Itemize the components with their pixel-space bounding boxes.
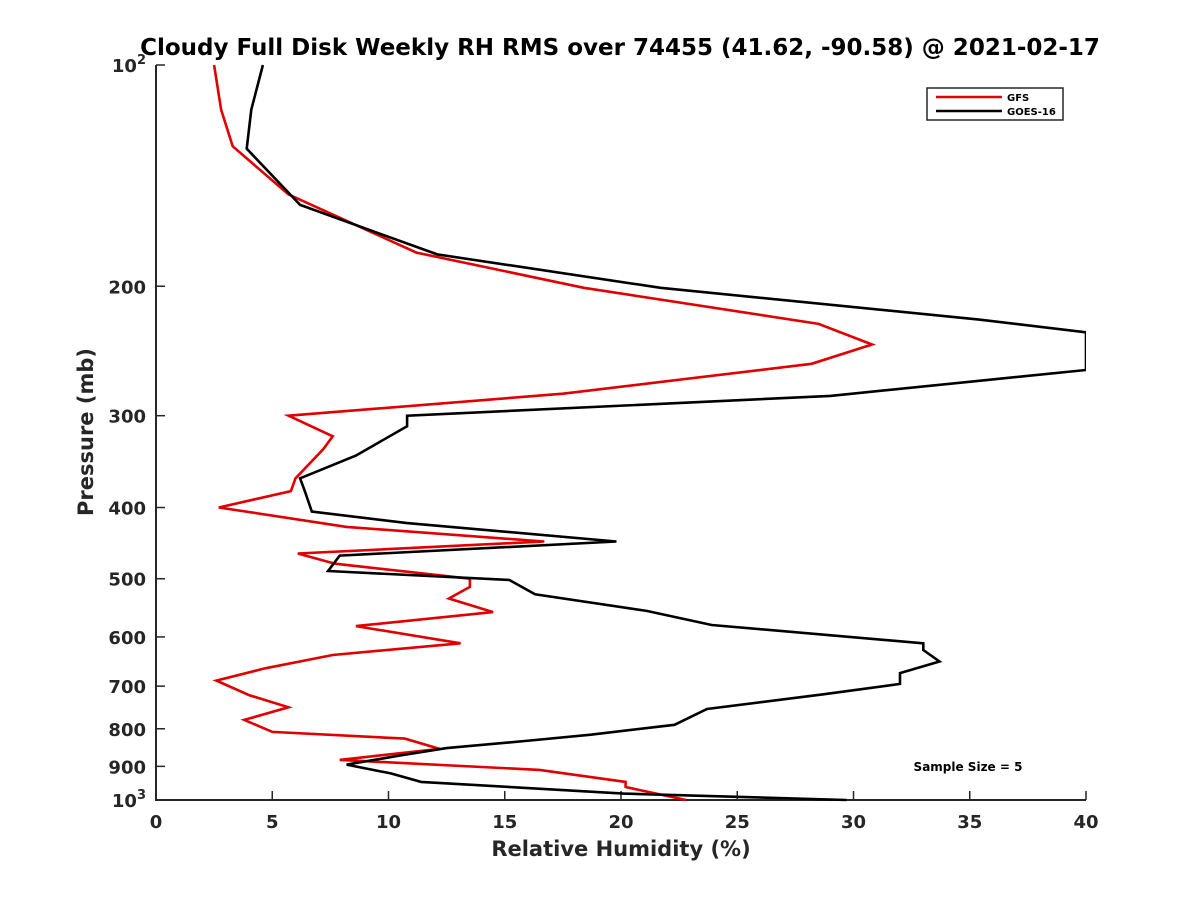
y-tick-label: 102	[112, 53, 146, 77]
legend: GFS GOES-16	[926, 87, 1064, 121]
x-tick-label: 0	[150, 812, 163, 833]
x-tick-label: 15	[492, 812, 517, 833]
y-tick-label: 900	[108, 757, 146, 778]
x-tick-label: 30	[841, 812, 866, 833]
x-axis-label: Relative Humidity (%)	[491, 837, 750, 861]
legend-entry-label: GFS	[1007, 93, 1029, 104]
y-tick-label: 800	[108, 720, 146, 741]
y-tick-label: 400	[108, 499, 146, 520]
y-tick-label: 300	[108, 407, 146, 428]
y-tick-label: 600	[108, 628, 146, 649]
y-tick-label: 700	[108, 677, 146, 698]
series-lines	[212, 64, 1086, 802]
x-tick-label: 10	[376, 812, 401, 833]
series-line-goes-16	[245, 64, 1086, 802]
x-tick-label: 40	[1073, 812, 1098, 833]
x-tick-label: 25	[725, 812, 750, 833]
x-axis-ticks: 0 5 10 15 20 25 30 35 40	[150, 791, 1099, 833]
y-axis-label: Pressure (mb)	[74, 348, 98, 516]
x-tick-label: 20	[608, 812, 633, 833]
x-tick-label: 5	[266, 812, 279, 833]
y-axis-ticks: 102 200 300 400 500 600 700 800 900 103	[108, 53, 165, 812]
y-tick-label: 200	[108, 277, 146, 298]
y-tick-label: 103	[112, 788, 146, 812]
x-tick-label: 35	[957, 812, 982, 833]
legend-entry-label: GOES-16	[1007, 107, 1056, 118]
legend-box	[926, 87, 1064, 121]
sample-size-annotation: Sample Size = 5	[914, 760, 1023, 774]
chart-title: Cloudy Full Disk Weekly RH RMS over 7445…	[140, 35, 1100, 61]
y-tick-label: 500	[108, 570, 146, 591]
